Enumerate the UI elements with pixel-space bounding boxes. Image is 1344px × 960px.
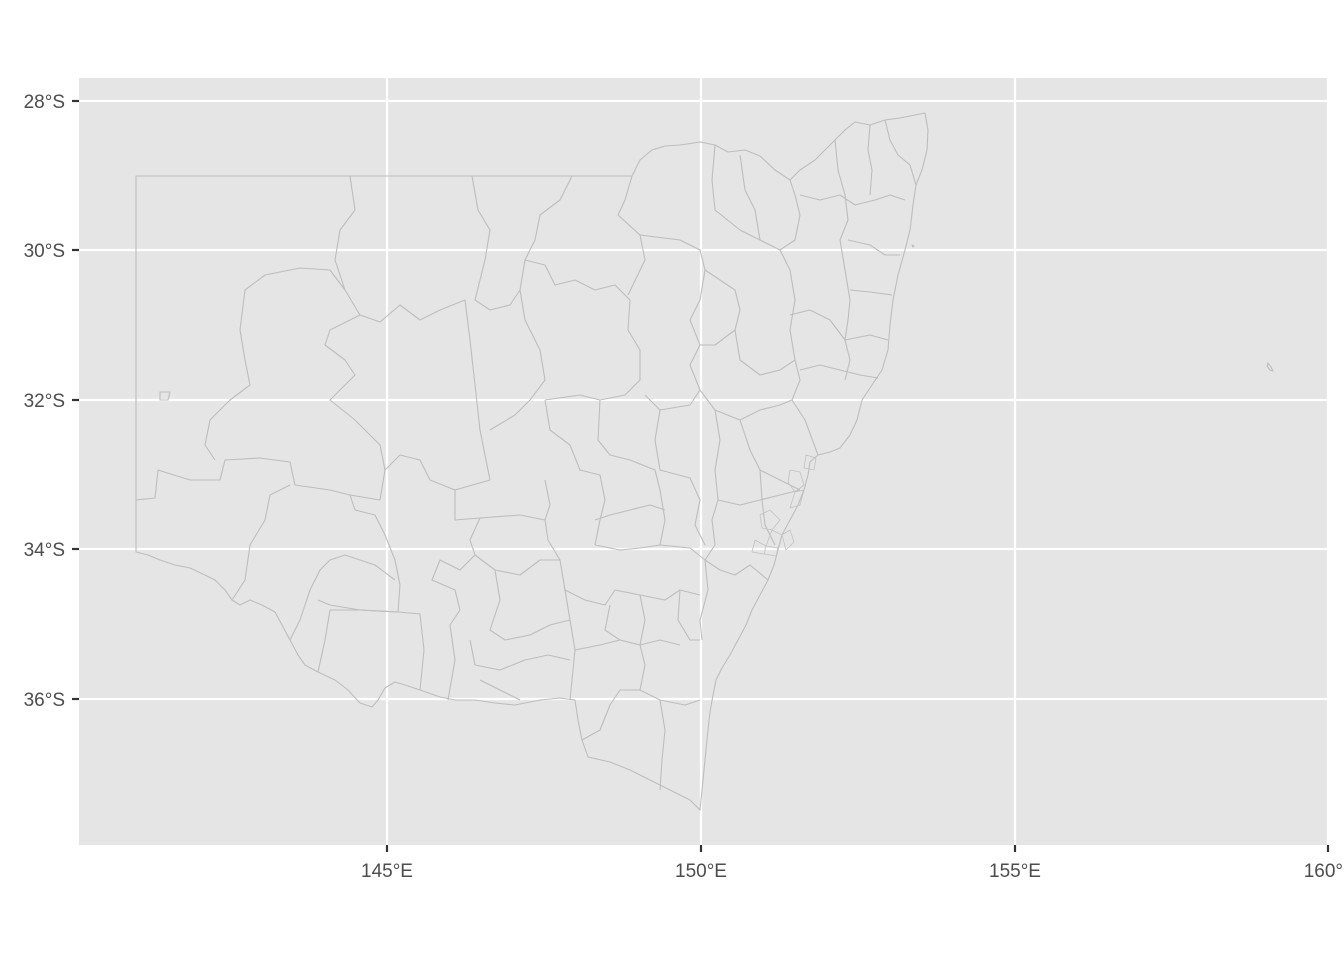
x-tick-label-160: 160° bbox=[1304, 861, 1343, 882]
lga-boundary bbox=[159, 391, 171, 401]
lga-boundary bbox=[834, 139, 851, 381]
lga-boundary bbox=[469, 639, 571, 671]
lga-boundary bbox=[334, 175, 356, 291]
lord-howe-island bbox=[1266, 362, 1274, 372]
lga-boundary bbox=[639, 234, 706, 411]
lga-boundary bbox=[594, 544, 706, 561]
lga-boundary bbox=[454, 490, 576, 701]
lga-boundary bbox=[544, 399, 606, 546]
lga-boundary bbox=[677, 589, 700, 641]
lga-boundary bbox=[789, 309, 889, 341]
lga-boundary bbox=[849, 289, 893, 296]
lga-boundary bbox=[135, 267, 491, 501]
lga-boundary bbox=[594, 504, 666, 521]
lga-boundary bbox=[867, 124, 873, 196]
y-axis: 28°S 30°S 32°S 34°S 36°S bbox=[24, 92, 79, 711]
lga-boundary bbox=[699, 389, 793, 421]
lga-boundary bbox=[574, 639, 681, 651]
x-axis: 145°E 150°E 155°E 160° bbox=[361, 845, 1343, 882]
nsw-outline bbox=[135, 112, 929, 811]
lga-boundary bbox=[349, 494, 425, 691]
lga-boundary bbox=[659, 699, 666, 791]
lga-boundary bbox=[489, 569, 571, 641]
plot-panel bbox=[79, 78, 1328, 845]
lga-boundary bbox=[699, 409, 721, 641]
lga-boundary bbox=[704, 559, 769, 581]
y-tick-label-30: 30°S bbox=[24, 241, 65, 262]
lga-boundary bbox=[479, 679, 521, 701]
lga-boundary bbox=[524, 259, 641, 401]
lga-boundary bbox=[711, 144, 819, 456]
metro-boundaries bbox=[751, 454, 817, 557]
lga-boundary bbox=[739, 154, 761, 241]
y-tick-label-32: 32°S bbox=[24, 391, 65, 412]
lga-boundary bbox=[231, 484, 291, 601]
lga-boundary bbox=[717, 489, 801, 506]
lga-boundary bbox=[474, 554, 560, 576]
x-tick-label-145: 145°E bbox=[361, 861, 413, 882]
lga-boundary bbox=[617, 175, 646, 296]
graticule bbox=[79, 78, 1330, 845]
lga-boundary bbox=[581, 689, 640, 741]
x-tick-label-155: 155°E bbox=[989, 861, 1041, 882]
lga-boundary bbox=[847, 239, 900, 256]
y-tick-label-34: 34°S bbox=[24, 540, 65, 561]
lga-boundary bbox=[471, 175, 573, 311]
lga-boundary bbox=[799, 364, 879, 379]
lga-boundary bbox=[564, 589, 701, 606]
lga-boundary bbox=[734, 329, 796, 376]
lga-boundary bbox=[654, 409, 706, 546]
lga-boundary bbox=[604, 604, 621, 641]
lga-boundary bbox=[544, 479, 551, 521]
lga-boundary bbox=[289, 554, 396, 641]
lga-boundary bbox=[431, 517, 481, 701]
lga-boundary bbox=[317, 599, 399, 613]
lga-boundaries bbox=[135, 112, 1274, 811]
y-tick-label-36: 36°S bbox=[24, 690, 65, 711]
lga-boundary bbox=[597, 399, 666, 546]
y-tick-label-28: 28°S bbox=[24, 92, 65, 113]
lga-boundary bbox=[884, 119, 917, 186]
lga-boundary bbox=[639, 594, 701, 706]
lga-boundary bbox=[700, 269, 741, 346]
lga-boundary bbox=[324, 314, 386, 471]
lga-boundary bbox=[799, 194, 906, 206]
lga-boundary bbox=[489, 289, 546, 431]
x-tick-label-150: 150°E bbox=[675, 861, 727, 882]
small-island bbox=[911, 244, 915, 248]
lga-boundary bbox=[779, 179, 801, 251]
